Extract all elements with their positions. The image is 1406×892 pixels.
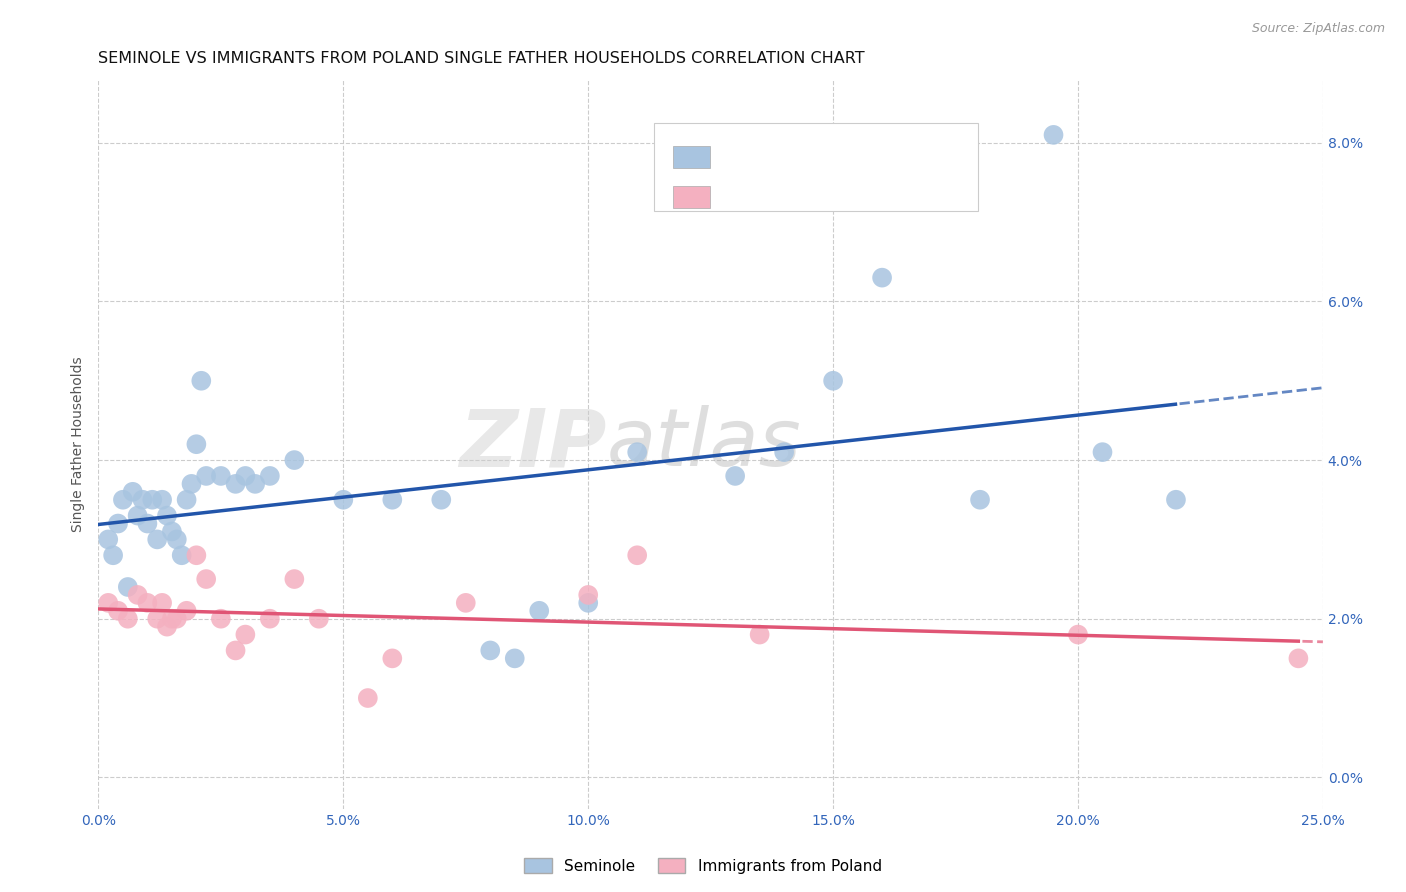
Point [235, 469, 257, 483]
Point [141, 492, 163, 507]
Point [1042, 128, 1064, 142]
Point [357, 691, 380, 706]
Text: R =   0.188: R = 0.188 [723, 150, 828, 165]
Point [225, 476, 247, 491]
Point [225, 643, 247, 657]
Point [870, 270, 893, 285]
Point [1164, 492, 1187, 507]
Point [724, 469, 747, 483]
Point [259, 612, 281, 626]
Point [150, 492, 173, 507]
Point [121, 484, 143, 499]
Point [209, 469, 232, 483]
Point [381, 651, 404, 665]
Point [111, 492, 134, 507]
Point [454, 596, 477, 610]
Text: ZIP: ZIP [460, 405, 606, 483]
Point [160, 524, 183, 539]
Point [170, 548, 193, 562]
Point [127, 588, 149, 602]
Point [156, 620, 179, 634]
Point [529, 604, 551, 618]
Text: atlas: atlas [606, 405, 801, 483]
Y-axis label: Single Father Households: Single Father Households [72, 357, 86, 532]
Point [430, 492, 453, 507]
Point [156, 508, 179, 523]
Point [136, 596, 159, 610]
Legend: Seminole, Immigrants from Poland: Seminole, Immigrants from Poland [517, 852, 889, 880]
Point [186, 437, 208, 451]
Point [146, 533, 169, 547]
Point [127, 508, 149, 523]
Point [97, 596, 120, 610]
Point [150, 596, 173, 610]
Point [823, 374, 845, 388]
Point [332, 492, 354, 507]
Point [259, 469, 281, 483]
Point [160, 612, 183, 626]
Point [1067, 627, 1090, 641]
Point [503, 651, 526, 665]
Point [131, 492, 153, 507]
Point [576, 588, 599, 602]
Point [626, 445, 648, 459]
Point [235, 627, 257, 641]
Point [101, 548, 124, 562]
Point [209, 612, 232, 626]
Point [283, 453, 305, 467]
Point [190, 374, 212, 388]
Point [1091, 445, 1114, 459]
Point [166, 612, 188, 626]
Point [195, 469, 218, 483]
Point [117, 612, 139, 626]
Point [381, 492, 404, 507]
Point [479, 643, 502, 657]
Point [176, 604, 198, 618]
Point [166, 533, 188, 547]
Point [146, 612, 169, 626]
Point [773, 445, 796, 459]
Point [117, 580, 139, 594]
Text: R = -0.320: R = -0.320 [723, 189, 820, 204]
Point [576, 596, 599, 610]
Text: Source: ZipAtlas.com: Source: ZipAtlas.com [1251, 22, 1385, 36]
Point [283, 572, 305, 586]
Point [626, 548, 648, 562]
Text: N = 43: N = 43 [841, 150, 898, 165]
Point [107, 516, 129, 531]
Point [1286, 651, 1309, 665]
Text: SEMINOLE VS IMMIGRANTS FROM POLAND SINGLE FATHER HOUSEHOLDS CORRELATION CHART: SEMINOLE VS IMMIGRANTS FROM POLAND SINGL… [98, 51, 865, 66]
Point [107, 604, 129, 618]
Point [195, 572, 218, 586]
Point [308, 612, 330, 626]
Point [969, 492, 991, 507]
Text: N = 27: N = 27 [841, 189, 898, 204]
Point [176, 492, 198, 507]
Point [186, 548, 208, 562]
Point [748, 627, 770, 641]
Point [97, 533, 120, 547]
Point [180, 476, 202, 491]
Point [136, 516, 159, 531]
Point [243, 476, 266, 491]
